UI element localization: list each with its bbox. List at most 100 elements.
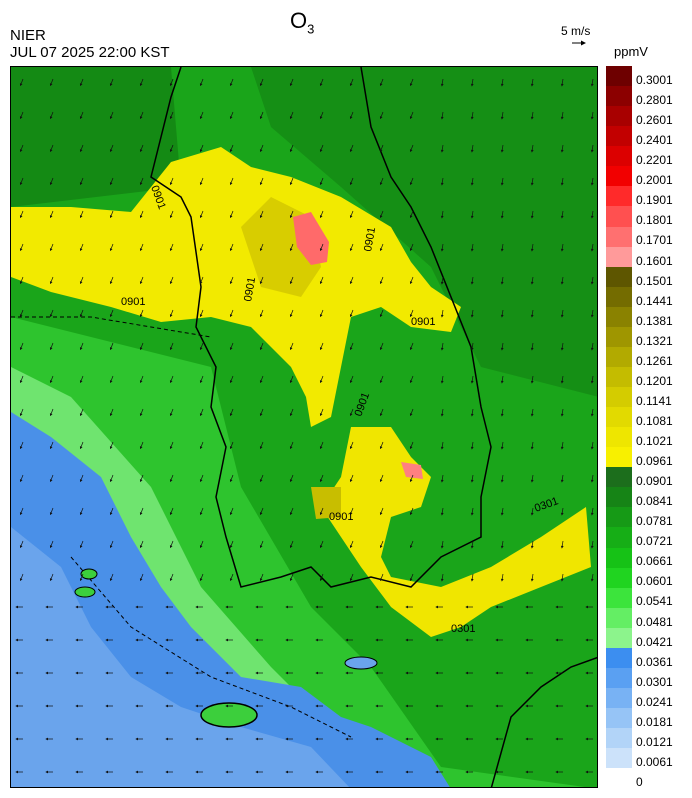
wind-vector bbox=[199, 144, 204, 153]
wind-vector bbox=[49, 441, 54, 450]
wind-vector bbox=[500, 474, 504, 483]
wind-vector bbox=[349, 507, 354, 516]
wind-vector bbox=[49, 276, 54, 285]
colorbar-tick-label: 0.1201 bbox=[636, 373, 673, 388]
colorbar-cell bbox=[606, 407, 632, 428]
datetime-label: JUL 07 2025 22:00 KST bbox=[10, 44, 170, 61]
wind-vector bbox=[229, 144, 234, 153]
right-arrow-icon bbox=[572, 40, 586, 46]
wind-vector bbox=[109, 573, 114, 582]
wind-vector bbox=[590, 474, 594, 483]
wind-vector bbox=[109, 441, 114, 450]
wind-vector bbox=[560, 309, 564, 318]
wind-vector bbox=[409, 276, 414, 285]
wind-vector bbox=[79, 540, 84, 549]
wind-vector bbox=[590, 408, 594, 417]
wind-vector bbox=[590, 276, 594, 285]
colorbar-tick-label: 0.0361 bbox=[636, 654, 673, 669]
wind-vector bbox=[19, 111, 24, 120]
wind-vector bbox=[470, 375, 474, 384]
high-ozone-core-south bbox=[311, 487, 341, 519]
wind-vector bbox=[470, 243, 474, 252]
wind-vector bbox=[139, 78, 144, 87]
colorbar-tick-label: 0.1801 bbox=[636, 213, 673, 228]
colorbar-cell bbox=[606, 387, 632, 408]
wind-vector bbox=[409, 342, 414, 351]
contour-label: 0901 bbox=[411, 316, 435, 328]
wind-vector bbox=[319, 78, 324, 87]
wind-vector bbox=[19, 342, 24, 351]
chart-title: O3 bbox=[290, 8, 314, 36]
wind-vector bbox=[259, 540, 264, 549]
wind-vector bbox=[500, 408, 504, 417]
colorbar-cell bbox=[606, 206, 632, 227]
wind-vector bbox=[590, 144, 594, 153]
wind-vector bbox=[49, 507, 54, 516]
colorbar-tick-label: 0.0541 bbox=[636, 594, 673, 609]
wind-vector bbox=[590, 210, 594, 219]
wind-vector bbox=[379, 243, 384, 252]
wind-vector bbox=[470, 573, 474, 582]
wind-vector bbox=[440, 177, 444, 186]
wind-vector bbox=[139, 210, 144, 219]
wind-vector bbox=[259, 408, 264, 417]
wind-vector bbox=[500, 210, 504, 219]
colorbar-cell bbox=[606, 527, 632, 548]
wind-vector bbox=[590, 177, 594, 186]
wind-vector bbox=[349, 243, 354, 252]
wind-vector bbox=[169, 111, 174, 120]
wind-vector bbox=[530, 540, 534, 549]
wind-vector bbox=[259, 342, 264, 351]
wind-vector bbox=[19, 210, 24, 219]
wind-vector bbox=[229, 507, 234, 516]
wind-vector bbox=[259, 144, 264, 153]
wind-vector bbox=[19, 78, 24, 87]
wind-vector bbox=[319, 573, 324, 582]
wind-vector bbox=[139, 144, 144, 153]
wind-vector bbox=[289, 210, 294, 219]
wind-vector bbox=[440, 540, 444, 549]
wind-vector bbox=[470, 342, 474, 351]
title-subscript: 3 bbox=[307, 21, 315, 37]
colorbar-tick-label: 0 bbox=[636, 775, 643, 789]
wind-vector bbox=[289, 309, 294, 318]
wind-vector bbox=[49, 540, 54, 549]
colorbar-tick-label: 0.0421 bbox=[636, 634, 673, 649]
wind-vector bbox=[409, 540, 414, 549]
wind-vector bbox=[169, 78, 174, 87]
wind-vector bbox=[49, 309, 54, 318]
wind-vector bbox=[229, 441, 234, 450]
colorbar-cell bbox=[606, 587, 632, 608]
wind-vector bbox=[500, 441, 504, 450]
wind-vector bbox=[560, 573, 564, 582]
colorbar-cell bbox=[606, 366, 632, 387]
wind-vector bbox=[409, 375, 414, 384]
colorbar-cell bbox=[606, 467, 632, 488]
wind-vector bbox=[470, 210, 474, 219]
wind-vector bbox=[259, 111, 264, 120]
wind-vector bbox=[590, 111, 594, 120]
wind-vector bbox=[79, 78, 84, 87]
colorbar-tick-label: 0.0721 bbox=[636, 534, 673, 549]
wind-vector bbox=[259, 441, 264, 450]
wind-vector bbox=[139, 540, 144, 549]
wind-vector bbox=[500, 573, 504, 582]
wind-vector bbox=[349, 177, 354, 186]
wind-vector bbox=[530, 276, 534, 285]
colorbar-cell bbox=[606, 427, 632, 448]
colorbar-tick-label: 0.0061 bbox=[636, 754, 673, 769]
wind-vector bbox=[409, 441, 414, 450]
colorbar-cell bbox=[606, 708, 632, 729]
wind-vector bbox=[379, 210, 384, 219]
wind-vector bbox=[530, 573, 534, 582]
colorbar-tick-label: 0.1441 bbox=[636, 293, 673, 308]
wind-vector bbox=[109, 474, 114, 483]
wind-vector bbox=[49, 573, 54, 582]
wind-vector bbox=[289, 78, 294, 87]
wind-vector bbox=[109, 210, 114, 219]
wind-vector bbox=[470, 111, 474, 120]
wind-vector bbox=[199, 441, 204, 450]
high-ozone-zone-north bbox=[11, 147, 461, 427]
wind-vector bbox=[319, 375, 324, 384]
wind-vector bbox=[530, 144, 534, 153]
